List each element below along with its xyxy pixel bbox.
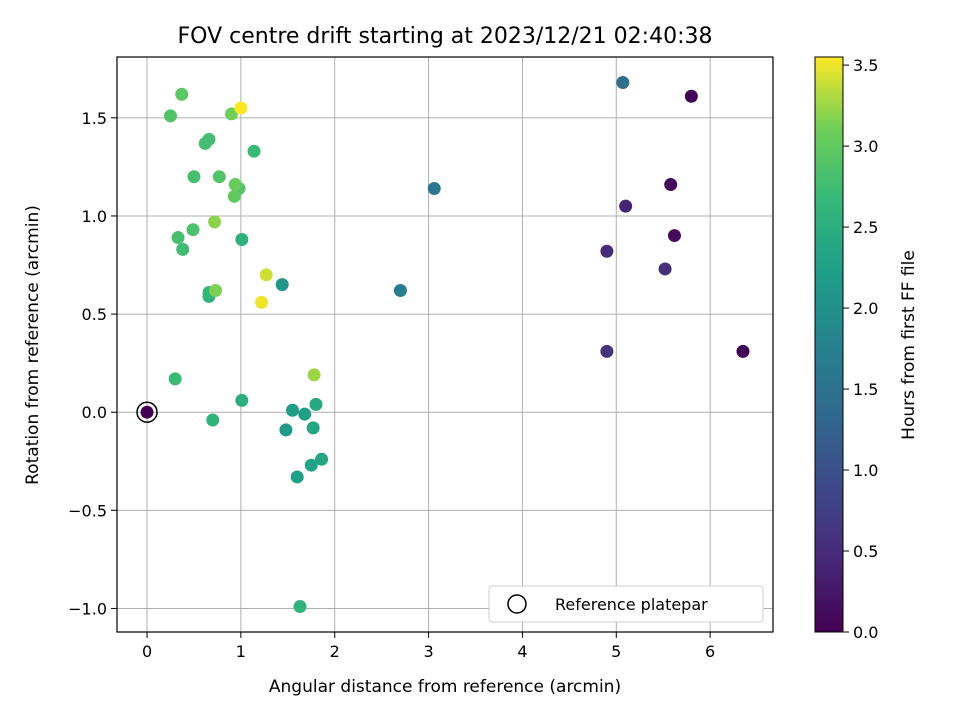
legend-box [488, 585, 764, 623]
data-point [309, 397, 323, 411]
x-tick-label: 4 [517, 642, 527, 661]
data-point [600, 344, 614, 358]
data-point [168, 372, 182, 386]
data-point [176, 242, 190, 256]
data-point [235, 233, 249, 247]
data-point [175, 87, 189, 101]
colorbar-tick-label: 1.5 [853, 380, 878, 399]
data-point [658, 262, 672, 276]
legend: Reference platepar [488, 585, 764, 623]
colorbar-label: Hours from first FF file [899, 250, 919, 440]
data-point [228, 178, 242, 192]
data-point [224, 107, 238, 121]
grid-lines [117, 57, 773, 632]
y-tick-label: 1.0 [82, 207, 107, 226]
data-point [212, 170, 226, 184]
data-point [600, 244, 614, 258]
data-point [163, 109, 177, 123]
x-axis-label: Angular distance from reference (arcmin) [269, 677, 621, 697]
x-tick-label: 5 [611, 642, 621, 661]
data-point [255, 295, 269, 309]
colorbar-tick-label: 2.5 [853, 218, 878, 237]
data-point [290, 470, 304, 484]
data-points [136, 76, 750, 613]
y-tick-label: 0.0 [82, 403, 107, 422]
chart-title: FOV centre drift starting at 2023/12/21 … [178, 24, 713, 49]
x-tick-label: 2 [330, 642, 340, 661]
colorbar-tick-label: 1.0 [853, 461, 878, 480]
data-point [285, 403, 299, 417]
data-point [667, 229, 681, 243]
x-tick-label: 1 [236, 642, 246, 661]
legend-marker-icon [507, 594, 527, 614]
reference-point-ring [136, 401, 158, 423]
data-point [202, 132, 216, 146]
x-tick-label: 6 [705, 642, 715, 661]
data-point [619, 199, 633, 213]
colorbar-ticks: 0.0 0.5 1.0 1.5 2.0 2.5 3.0 3.5 [843, 56, 878, 642]
data-point [616, 76, 630, 90]
y-axis-ticks: −1.0 −0.5 0.0 0.5 1.0 1.5 [68, 109, 117, 618]
y-tick-label: 1.5 [82, 109, 107, 128]
data-point [209, 284, 223, 298]
data-point [279, 423, 293, 437]
data-point [275, 278, 289, 292]
legend-entry-label: Reference platepar [555, 595, 708, 614]
colorbar-tick-label: 0.0 [853, 623, 878, 642]
data-point [206, 413, 220, 427]
data-point [171, 231, 185, 245]
data-point [684, 89, 698, 103]
data-point [293, 599, 307, 613]
colorbar-gradient [814, 56, 844, 633]
plot-frame [116, 56, 774, 633]
data-point [298, 407, 312, 421]
data-point [186, 223, 200, 237]
data-point [736, 344, 750, 358]
data-point [235, 393, 249, 407]
data-point [259, 268, 273, 282]
data-point [664, 178, 678, 192]
data-point [247, 144, 261, 158]
data-point [427, 181, 441, 195]
data-point [227, 189, 241, 203]
x-tick-label: 3 [423, 642, 433, 661]
y-tick-label: 0.5 [82, 305, 107, 324]
data-point [187, 170, 201, 184]
data-point [315, 452, 329, 466]
colorbar-tick-label: 3.5 [853, 56, 878, 75]
data-point [306, 421, 320, 435]
x-axis-ticks: 0 1 2 3 4 5 6 [142, 632, 715, 661]
data-point [304, 458, 318, 472]
data-point [208, 215, 222, 229]
colorbar-tick-label: 2.0 [853, 299, 878, 318]
data-point [307, 368, 321, 382]
colorbar-tick-label: 3.0 [853, 137, 878, 156]
x-tick-label: 0 [142, 642, 152, 661]
data-point [234, 101, 248, 115]
y-axis-label: Rotation from reference (arcmin) [23, 205, 43, 485]
colorbar-tick-label: 0.5 [853, 542, 878, 561]
data-point [393, 284, 407, 298]
y-tick-label: −1.0 [68, 599, 107, 618]
y-tick-label: −0.5 [68, 501, 107, 520]
colorbar: 0.0 0.5 1.0 1.5 2.0 2.5 3.0 3.5 Hours from firs… [814, 56, 919, 642]
reference-point-fill [140, 405, 154, 419]
